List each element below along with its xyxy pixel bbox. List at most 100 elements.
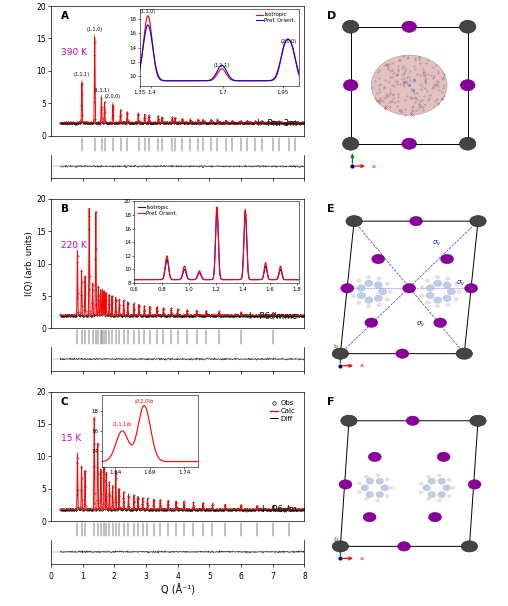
Y-axis label: I(Q) (arb. units): I(Q) (arb. units) (24, 231, 34, 296)
Text: a: a (359, 556, 363, 561)
Text: I   P6₃/mmc: I P6₃/mmc (249, 311, 297, 321)
Ellipse shape (396, 349, 409, 358)
Ellipse shape (339, 480, 352, 489)
Text: (1,1,0): (1,1,0) (87, 27, 103, 37)
Ellipse shape (403, 284, 416, 293)
Ellipse shape (426, 292, 434, 299)
Text: I   P6₃/m: I P6₃/m (262, 504, 297, 513)
Ellipse shape (351, 285, 356, 290)
Ellipse shape (366, 478, 373, 484)
Text: E: E (327, 204, 334, 214)
Ellipse shape (446, 276, 451, 281)
Ellipse shape (443, 485, 451, 491)
Ellipse shape (365, 280, 373, 287)
Text: B: B (61, 204, 69, 214)
Ellipse shape (470, 415, 486, 427)
Ellipse shape (398, 542, 410, 551)
Ellipse shape (357, 285, 365, 291)
Text: D: D (327, 12, 336, 21)
Ellipse shape (357, 490, 362, 494)
Ellipse shape (420, 285, 425, 290)
Ellipse shape (443, 282, 451, 288)
Ellipse shape (443, 295, 451, 302)
Ellipse shape (385, 478, 390, 482)
Ellipse shape (451, 486, 456, 490)
Ellipse shape (406, 416, 419, 425)
Ellipse shape (434, 318, 447, 327)
Ellipse shape (385, 282, 390, 286)
Ellipse shape (460, 138, 476, 150)
Ellipse shape (363, 513, 376, 522)
Ellipse shape (435, 275, 440, 279)
Ellipse shape (343, 79, 358, 91)
Ellipse shape (374, 282, 383, 288)
Ellipse shape (409, 216, 423, 226)
Ellipse shape (440, 255, 454, 264)
Text: C: C (61, 397, 69, 407)
Ellipse shape (389, 486, 394, 490)
Ellipse shape (419, 490, 424, 494)
Ellipse shape (425, 279, 430, 283)
Text: I   Pm-3m: I Pm-3m (257, 119, 297, 128)
Ellipse shape (460, 20, 476, 33)
Ellipse shape (385, 298, 390, 302)
Ellipse shape (351, 294, 356, 298)
Ellipse shape (426, 475, 431, 479)
Text: 15 K: 15 K (61, 434, 81, 443)
Ellipse shape (376, 491, 384, 498)
Ellipse shape (461, 541, 478, 552)
Text: a: a (371, 164, 375, 169)
Text: (2,0,0): (2,0,0) (105, 94, 121, 105)
Ellipse shape (402, 138, 417, 149)
Ellipse shape (374, 295, 383, 302)
Ellipse shape (433, 280, 442, 287)
Ellipse shape (332, 541, 348, 552)
Ellipse shape (429, 513, 441, 522)
Text: 390 K: 390 K (61, 48, 87, 58)
Ellipse shape (341, 415, 357, 427)
Ellipse shape (366, 304, 371, 308)
Ellipse shape (437, 499, 442, 502)
Ellipse shape (361, 485, 369, 491)
Text: (1,1,1): (1,1,1) (74, 72, 90, 82)
Text: b: b (345, 145, 350, 150)
Text: $\sigma_v$: $\sigma_v$ (416, 320, 426, 329)
Text: 220 K: 220 K (61, 241, 87, 250)
Text: a: a (359, 364, 363, 368)
Ellipse shape (357, 482, 362, 485)
Ellipse shape (425, 301, 430, 305)
Ellipse shape (368, 452, 381, 462)
Ellipse shape (375, 473, 380, 477)
Ellipse shape (426, 285, 434, 291)
Ellipse shape (468, 480, 481, 489)
Ellipse shape (385, 494, 390, 498)
Ellipse shape (435, 304, 440, 308)
Ellipse shape (454, 282, 459, 286)
Ellipse shape (428, 478, 435, 484)
Ellipse shape (420, 294, 425, 298)
Text: (1,1,1): (1,1,1) (93, 88, 109, 98)
Ellipse shape (332, 348, 348, 359)
Ellipse shape (426, 497, 431, 501)
Ellipse shape (456, 348, 472, 359)
Ellipse shape (342, 138, 359, 150)
Ellipse shape (437, 452, 450, 462)
Ellipse shape (357, 292, 365, 299)
Ellipse shape (457, 290, 462, 294)
Ellipse shape (372, 255, 385, 264)
Ellipse shape (470, 216, 486, 227)
X-axis label: Q (Å⁻¹): Q (Å⁻¹) (161, 584, 195, 595)
Text: $\sigma_v$: $\sigma_v$ (456, 279, 465, 288)
Text: A: A (61, 12, 69, 21)
Ellipse shape (419, 482, 424, 485)
Ellipse shape (365, 318, 378, 327)
Ellipse shape (465, 284, 478, 293)
Ellipse shape (446, 303, 451, 307)
Ellipse shape (438, 491, 446, 498)
Ellipse shape (381, 485, 389, 491)
Text: F: F (327, 397, 334, 407)
Text: b: b (333, 344, 337, 350)
Ellipse shape (402, 21, 417, 32)
Ellipse shape (366, 491, 373, 498)
Ellipse shape (378, 288, 387, 295)
